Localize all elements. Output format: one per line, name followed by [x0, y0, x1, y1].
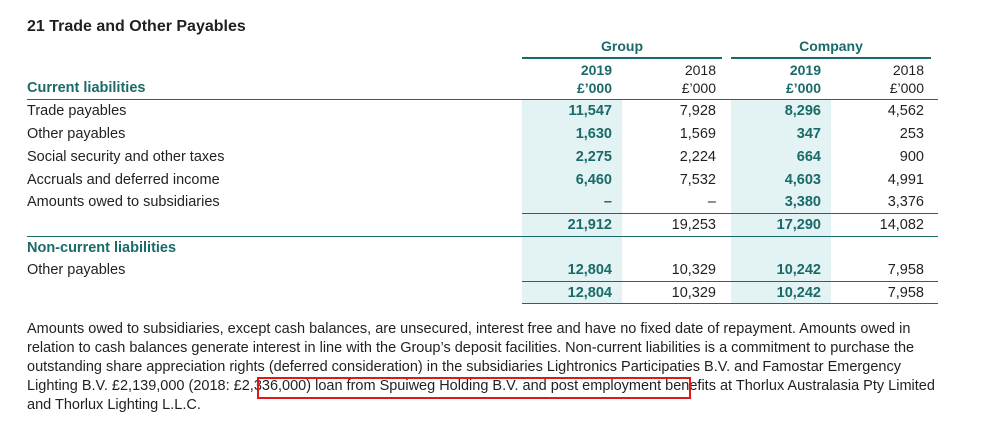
company-2019-shade	[731, 100, 831, 303]
table-cell: 7,928	[679, 103, 716, 119]
note-highlight-text: £2,139,000 (2018: £2,336,000) loan from …	[111, 378, 519, 394]
table-cell: 900	[899, 149, 924, 165]
table-cell: 2,275	[575, 149, 612, 165]
header-rule	[27, 99, 938, 100]
group-2019-shade	[522, 100, 622, 303]
table-bottom-rule	[522, 303, 938, 304]
table-cell: 4,562	[887, 103, 924, 119]
total-cell: 10,329	[671, 285, 716, 301]
total-cell: 14,082	[879, 217, 924, 233]
table-cell: 3,380	[784, 194, 821, 210]
subtotal-rule	[522, 213, 938, 214]
table-cell: 3,376	[887, 194, 924, 210]
year-header-company-2019: 2019	[789, 62, 821, 78]
group-header-rule	[522, 57, 722, 59]
year-header-group-2018: 2018	[684, 62, 716, 78]
table-cell: 7,958	[887, 262, 924, 278]
unit-header-group-2018: £’000	[681, 80, 716, 96]
table-cell: 4,991	[887, 172, 924, 188]
unit-header-company-2018: £’000	[889, 80, 924, 96]
table-cell: 1,569	[679, 126, 716, 142]
table-cell: –	[707, 194, 716, 210]
table-cell: 347	[796, 126, 821, 142]
row-label: Amounts owed to subsidiaries	[27, 194, 220, 210]
current-liabilities-heading: Current liabilities	[27, 80, 146, 96]
subtotal-rule	[522, 281, 938, 282]
table-cell: 11,547	[568, 103, 612, 119]
total-cell: 7,958	[887, 285, 924, 301]
year-header-company-2018: 2018	[892, 62, 924, 78]
row-label: Social security and other taxes	[27, 149, 225, 165]
table-cell: –	[603, 194, 612, 210]
total-cell: 19,253	[671, 217, 716, 233]
row-label: Other payables	[27, 262, 126, 278]
company-header-rule	[731, 57, 931, 59]
group-header: Group	[601, 38, 643, 54]
total-cell: 21,912	[567, 217, 612, 233]
table-cell: 10,242	[776, 262, 821, 278]
row-label: Accruals and deferred income	[27, 172, 220, 188]
table-cell: 6,460	[575, 172, 612, 188]
note-title: 21 Trade and Other Payables	[27, 18, 246, 35]
note-text-part2: and post employment benefits at Thorlux …	[27, 378, 935, 413]
table-cell: 2,224	[679, 149, 716, 165]
total-cell: 10,242	[776, 285, 821, 301]
note-text-part1: Amounts owed to subsidiaries, except cas…	[27, 321, 915, 394]
row-label: Trade payables	[27, 103, 127, 119]
table-cell: 1,630	[575, 126, 612, 142]
table-cell: 8,296	[784, 103, 821, 119]
total-cell: 17,290	[776, 217, 821, 233]
company-header: Company	[799, 38, 863, 54]
year-header-group-2019: 2019	[580, 62, 612, 78]
table-cell: 7,532	[679, 172, 716, 188]
unit-header-company-2019: £’000	[785, 80, 821, 96]
row-label: Other payables	[27, 126, 126, 142]
non-current-liabilities-heading: Non-current liabilities	[27, 240, 177, 256]
total-cell: 12,804	[567, 285, 612, 301]
table-cell: 253	[899, 126, 924, 142]
unit-header-group-2019: £’000	[576, 80, 612, 96]
note-paragraph: Amounts owed to subsidiaries, except cas…	[27, 320, 947, 415]
table-cell: 4,603	[784, 172, 821, 188]
table-cell: 664	[796, 149, 821, 165]
table-cell: 12,804	[567, 262, 612, 278]
table-cell: 10,329	[671, 262, 716, 278]
section-rule	[27, 236, 938, 237]
